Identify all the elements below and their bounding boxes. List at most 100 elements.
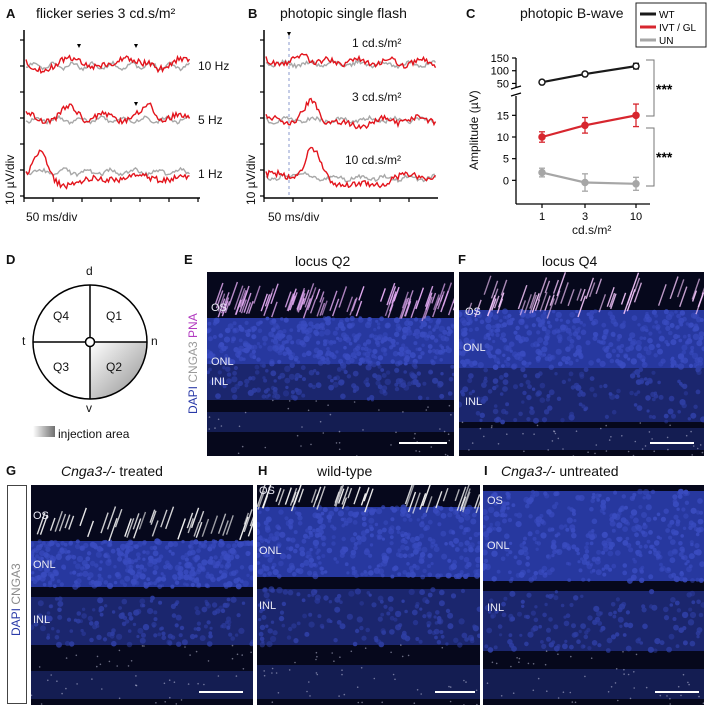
scale-bar xyxy=(650,442,694,444)
panel-label-c: C xyxy=(466,6,476,21)
data-point xyxy=(632,180,640,188)
panel-label-i: I xyxy=(484,463,488,478)
y-tick-label: 15 xyxy=(497,110,509,122)
micrograph-cnga3-treated: OS ONL INL xyxy=(31,485,253,705)
layer-label-onl: ONL xyxy=(211,356,234,368)
stain-cnga3: CNGA3 xyxy=(9,563,23,605)
series-line-un xyxy=(541,171,637,185)
flash-marker xyxy=(287,32,291,36)
scale-bar xyxy=(199,691,243,693)
panel-label-e: E xyxy=(184,252,193,267)
y-tick-label: 0 xyxy=(503,175,509,187)
nuclei xyxy=(257,504,480,648)
layer-label-os: OS xyxy=(33,510,49,522)
panel-label-d: D xyxy=(6,252,16,267)
x-tick-label: 10 xyxy=(630,211,642,223)
layer-label-os: OS xyxy=(465,306,481,318)
scale-bar xyxy=(435,691,475,693)
trace-grey-10cd xyxy=(265,171,437,183)
x-tick-label: 3 xyxy=(582,211,588,223)
legend-entry: IVT / GL xyxy=(659,23,696,34)
y-tick-label: 150 xyxy=(491,53,509,65)
nuclei xyxy=(31,538,253,648)
panel-h-title: wild-type xyxy=(317,463,373,479)
layer-label-inl: INL xyxy=(33,614,51,626)
series-line-wt xyxy=(541,65,637,84)
layer-label-os: OS xyxy=(259,485,275,497)
genotype-italic: Cnga3-/- xyxy=(61,463,116,479)
micrograph-wild-type: OS ONL INL xyxy=(257,485,480,705)
quadrant-q3: Q3 xyxy=(53,360,70,374)
y-tick-label: 5 xyxy=(503,154,509,166)
cone-outer-segments xyxy=(214,281,454,322)
direction-nasal: n xyxy=(151,334,158,348)
panel-label-h: H xyxy=(258,463,268,478)
trace-red-5hz xyxy=(25,102,191,126)
panel-e-stain-legend: DAPI CNGA3 PNA xyxy=(186,313,200,414)
layer-label-inl: INL xyxy=(465,396,483,408)
quadrant-q4: Q4 xyxy=(53,309,70,323)
panel-e-title: locus Q2 xyxy=(295,253,351,269)
series-line-ivtgl xyxy=(541,114,637,139)
chart-xlabel: cd.s/m² xyxy=(572,223,612,237)
x-tick-label: 1 xyxy=(539,211,545,223)
gcl-band xyxy=(459,428,704,450)
trace-red-1hz xyxy=(25,149,190,190)
stimulus-marker xyxy=(77,44,81,48)
panel-a-ylabel: 10 µV/div xyxy=(3,154,17,205)
chart-title: photopic B-wave xyxy=(520,5,624,21)
injection-quadrant xyxy=(90,342,147,399)
data-point xyxy=(538,78,546,86)
y-tick-label: 100 xyxy=(491,66,509,78)
gcl-band xyxy=(31,671,253,699)
panel-g-title: Cnga3-/- treated xyxy=(61,463,163,479)
speckle xyxy=(486,650,704,705)
condition-text: treated xyxy=(115,463,163,479)
panel-a-xlabel: 50 ms/div xyxy=(26,210,78,224)
speckle xyxy=(461,421,704,456)
scale-bar xyxy=(655,691,699,693)
genotype-italic: Cnga3-/- xyxy=(501,463,556,479)
tissue-texture xyxy=(257,485,480,705)
y-tick-label: 50 xyxy=(497,78,509,90)
optic-nerve-icon xyxy=(84,336,96,348)
layer-label-onl: ONL xyxy=(463,342,486,354)
retina-diagram xyxy=(32,284,148,437)
trace-label-1cd: 1 cd.s/m² xyxy=(352,36,402,50)
panel-b-ticks xyxy=(260,39,410,202)
trace-grey-1cd xyxy=(265,58,437,70)
micrograph-cnga3-untreated: OS ONL INL xyxy=(483,485,704,705)
layer-label-onl: ONL xyxy=(33,559,56,571)
stimulus-marker xyxy=(134,44,138,48)
speckle xyxy=(263,644,478,705)
axis-break-mark xyxy=(510,92,522,97)
y-tick-label: 10 xyxy=(497,132,509,144)
data-point xyxy=(581,121,589,130)
scale-bar xyxy=(399,442,447,444)
data-point xyxy=(581,70,589,78)
nuclei xyxy=(483,488,704,653)
stain-dapi: DAPI xyxy=(186,385,200,414)
trace-label-3cd: 3 cd.s/m² xyxy=(352,90,402,104)
nuclei xyxy=(207,315,454,402)
panel-b-title: photopic single flash xyxy=(280,5,407,21)
panel-i-title: Cnga3-/- untreated xyxy=(501,463,619,479)
layer-label-onl: ONL xyxy=(259,545,282,557)
condition-text: untreated xyxy=(555,463,619,479)
speckle xyxy=(208,399,452,456)
layer-label-inl: INL xyxy=(211,376,229,388)
gcl-band xyxy=(257,665,480,699)
legend-entry: UN xyxy=(659,36,673,47)
trace-label-10cd: 10 cd.s/m² xyxy=(345,153,402,167)
panel-label-f: F xyxy=(458,252,466,267)
trace-label-10hz: 10 Hz xyxy=(198,59,230,73)
direction-ventral: v xyxy=(86,401,92,415)
cone-outer-segments xyxy=(467,272,704,319)
panel-label-g: G xyxy=(6,463,17,478)
micrograph-locus-q2: OS ONL INL xyxy=(207,272,454,456)
data-point xyxy=(632,111,640,120)
panel-a-ticks xyxy=(20,39,199,202)
panel-g-stain-legend: DAPI CNGA3 xyxy=(9,563,23,636)
data-point xyxy=(581,178,589,187)
